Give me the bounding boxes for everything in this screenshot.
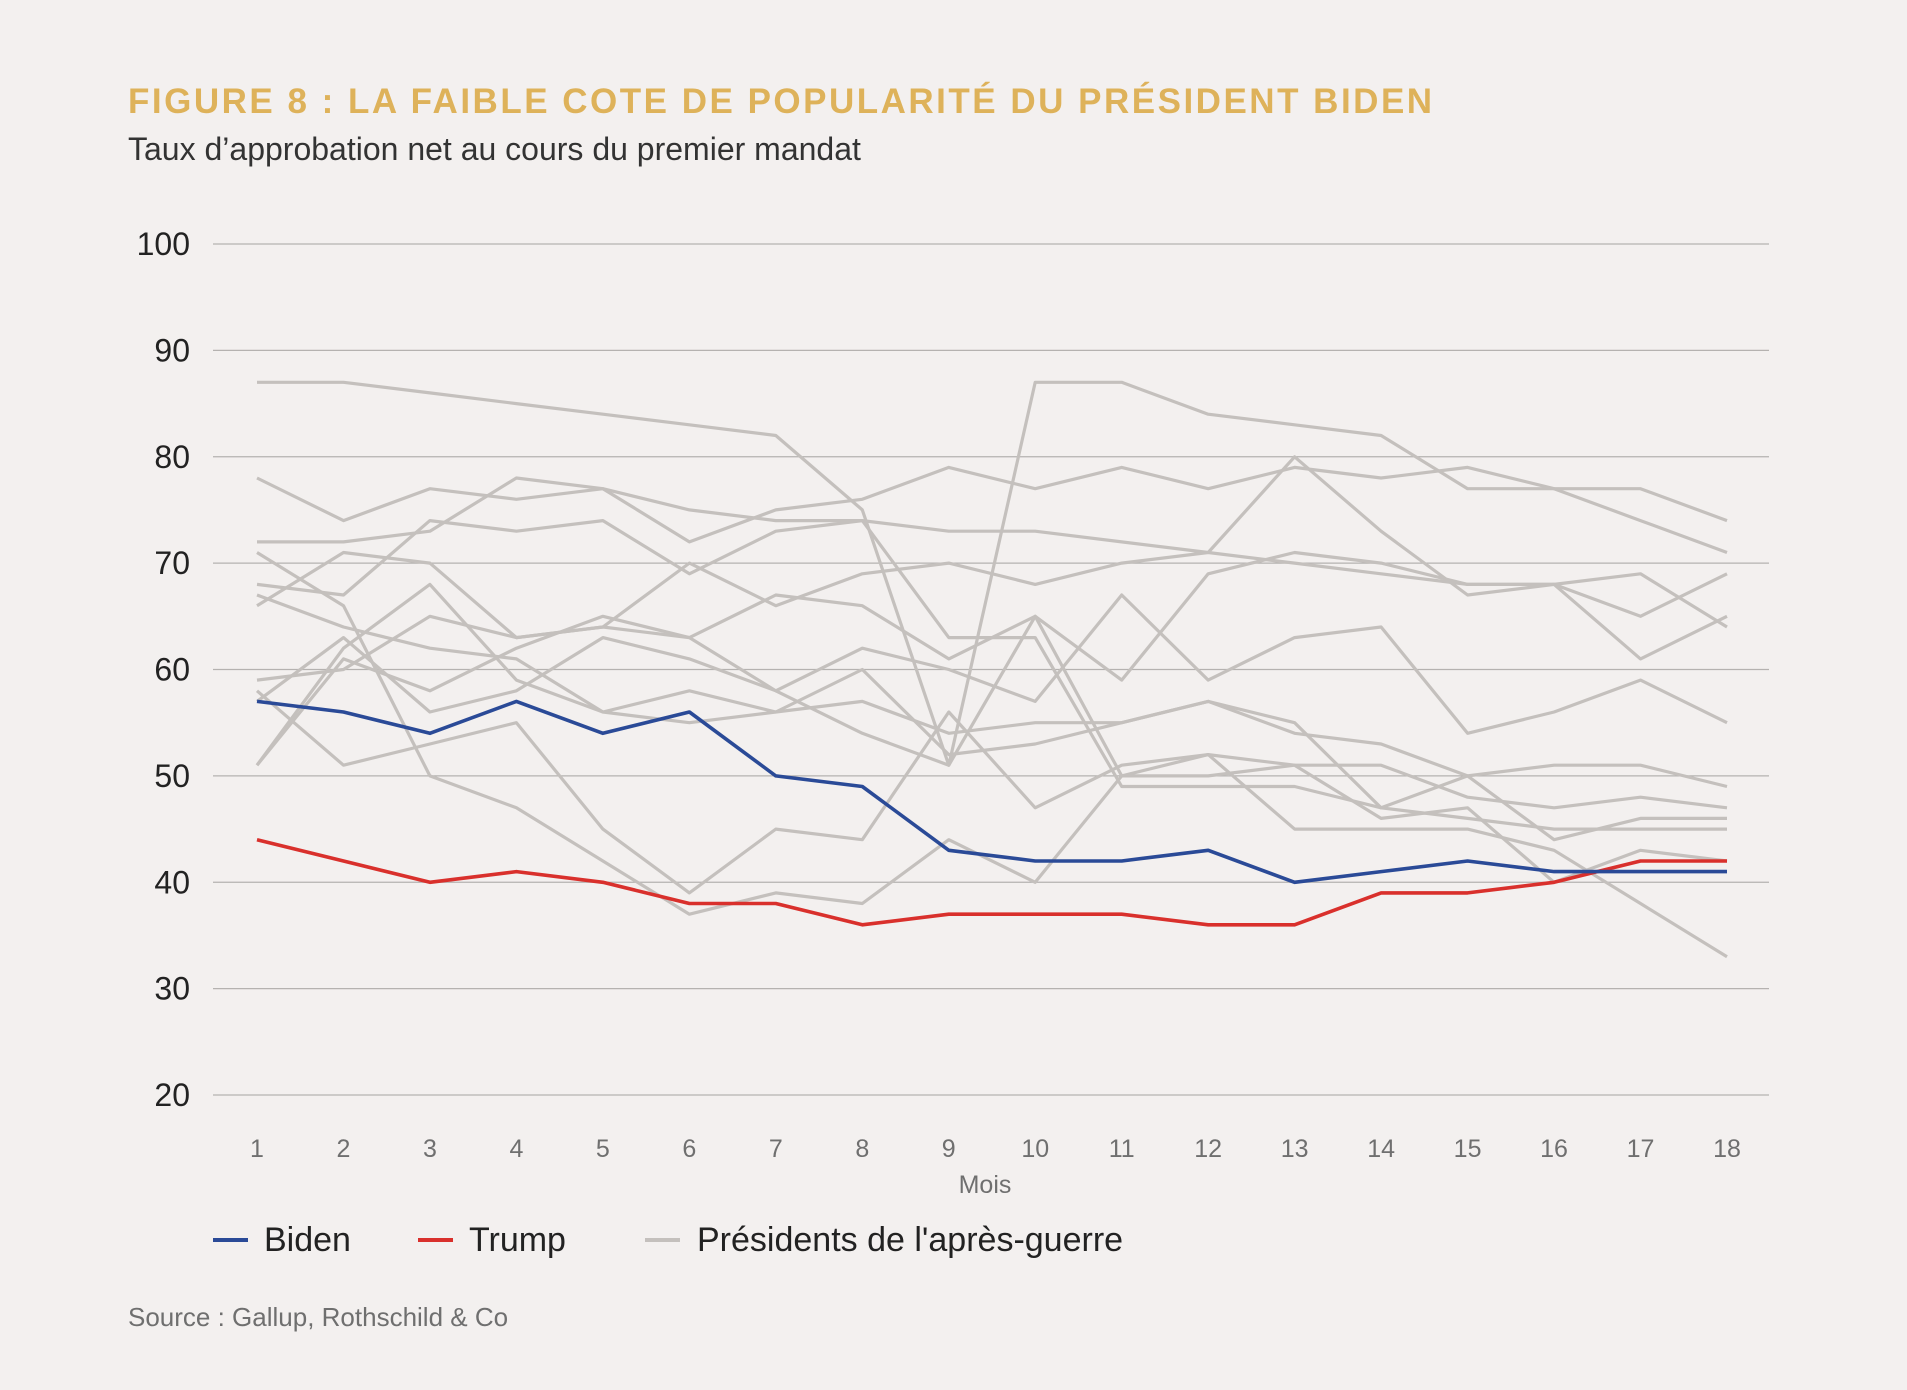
gridlines bbox=[213, 243, 1769, 1096]
x-tick-label: 13 bbox=[1281, 1135, 1309, 1163]
legend-label-biden: Biden bbox=[264, 1221, 351, 1259]
x-tick-label: 6 bbox=[682, 1135, 696, 1163]
series-line-postwar-6 bbox=[256, 593, 1728, 810]
background-series-lines bbox=[255, 380, 1728, 959]
legend-label-trump: Trump bbox=[469, 1221, 566, 1259]
y-tick-label: 30 bbox=[154, 971, 190, 1007]
x-tick-label: 7 bbox=[769, 1135, 783, 1163]
x-tick-label: 8 bbox=[855, 1135, 869, 1163]
x-tick-label: 1 bbox=[250, 1135, 264, 1163]
x-tick-label: 16 bbox=[1540, 1135, 1568, 1163]
y-tick-label: 100 bbox=[137, 226, 190, 262]
y-axis-ticks: 20 30 40 50 60 70 80 90 100 bbox=[137, 226, 190, 1113]
legend-label-others: Présidents de l'après-guerre bbox=[697, 1221, 1123, 1259]
source-note: Source : Gallup, Rothschild & Co bbox=[128, 1302, 509, 1332]
y-tick-label: 60 bbox=[154, 652, 190, 688]
x-tick-label: 3 bbox=[423, 1135, 437, 1163]
x-tick-label: 10 bbox=[1021, 1135, 1049, 1163]
legend-item-biden: Biden bbox=[213, 1221, 351, 1259]
x-tick-label: 15 bbox=[1454, 1135, 1482, 1163]
x-tick-label: 14 bbox=[1367, 1135, 1395, 1163]
series-line-postwar-2 bbox=[256, 476, 1728, 618]
highlight-series-lines bbox=[256, 699, 1727, 927]
series-line-postwar-10 bbox=[256, 550, 1728, 767]
chart-subtitle: Taux d’approbation net au cours du premi… bbox=[128, 131, 861, 167]
legend: Biden Trump Présidents de l'après-guerre bbox=[213, 1221, 1123, 1259]
legend-item-trump: Trump bbox=[418, 1221, 566, 1259]
y-tick-label: 40 bbox=[154, 864, 190, 900]
x-tick-label: 11 bbox=[1109, 1135, 1135, 1163]
x-tick-label: 17 bbox=[1627, 1135, 1655, 1163]
series-line-postwar-3 bbox=[257, 465, 1728, 555]
chart-title: FIGURE 8 : LA FAIBLE COTE DE POPULARITÉ … bbox=[128, 82, 1435, 121]
y-tick-label: 50 bbox=[154, 758, 190, 794]
x-tick-label: 18 bbox=[1713, 1135, 1741, 1163]
series-line-biden bbox=[256, 699, 1727, 885]
x-axis-ticks: 1 2 3 4 5 6 7 8 9 10 11 12 13 14 15 16 17 18 bbox=[250, 1135, 1741, 1163]
series-line-trump bbox=[256, 837, 1727, 927]
legend-item-others: Présidents de l'après-guerre bbox=[645, 1221, 1123, 1259]
series-line-postwar-5 bbox=[256, 551, 1728, 916]
x-tick-label: 5 bbox=[596, 1135, 610, 1163]
series-line-postwar-8 bbox=[255, 582, 1727, 842]
y-tick-label: 20 bbox=[154, 1077, 190, 1113]
series-line-postwar-11 bbox=[256, 593, 1728, 735]
x-tick-label: 2 bbox=[337, 1135, 351, 1163]
x-tick-label: 12 bbox=[1194, 1135, 1222, 1163]
y-tick-label: 80 bbox=[154, 439, 190, 475]
x-axis-label: Mois bbox=[959, 1171, 1012, 1199]
series-line-postwar-4 bbox=[256, 455, 1728, 661]
x-tick-label: 4 bbox=[509, 1135, 523, 1163]
series-line-postwar-12 bbox=[255, 593, 1728, 884]
y-tick-label: 90 bbox=[154, 332, 190, 368]
series-line-postwar-9 bbox=[255, 689, 1728, 959]
y-tick-label: 70 bbox=[154, 545, 190, 581]
x-tick-label: 9 bbox=[942, 1135, 956, 1163]
